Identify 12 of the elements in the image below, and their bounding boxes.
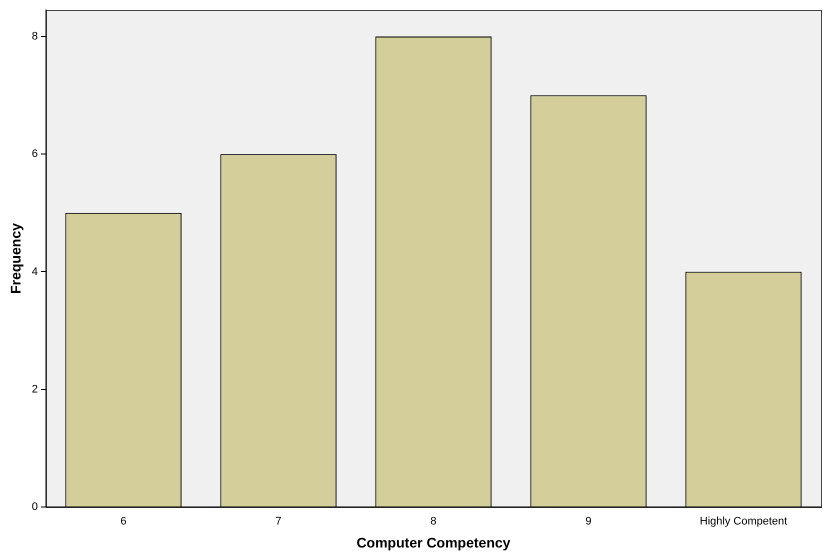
x-tick-label: 7 [275, 516, 282, 528]
x-axis-title: Computer Competency [356, 534, 511, 550]
y-tick-label: 8 [32, 30, 38, 42]
y-tick-label: 2 [32, 383, 38, 396]
x-tick-label: Highly Competent [700, 516, 788, 528]
x-tick-label: 8 [430, 516, 437, 528]
x-tick-label: 9 [585, 516, 592, 528]
y-tick-label: 0 [32, 501, 38, 514]
y-tick-label: 6 [32, 148, 38, 160]
y-axis-title: Frequency [7, 222, 24, 294]
x-tick-label: 6 [120, 516, 126, 528]
y-tick-label: 4 [32, 266, 38, 278]
